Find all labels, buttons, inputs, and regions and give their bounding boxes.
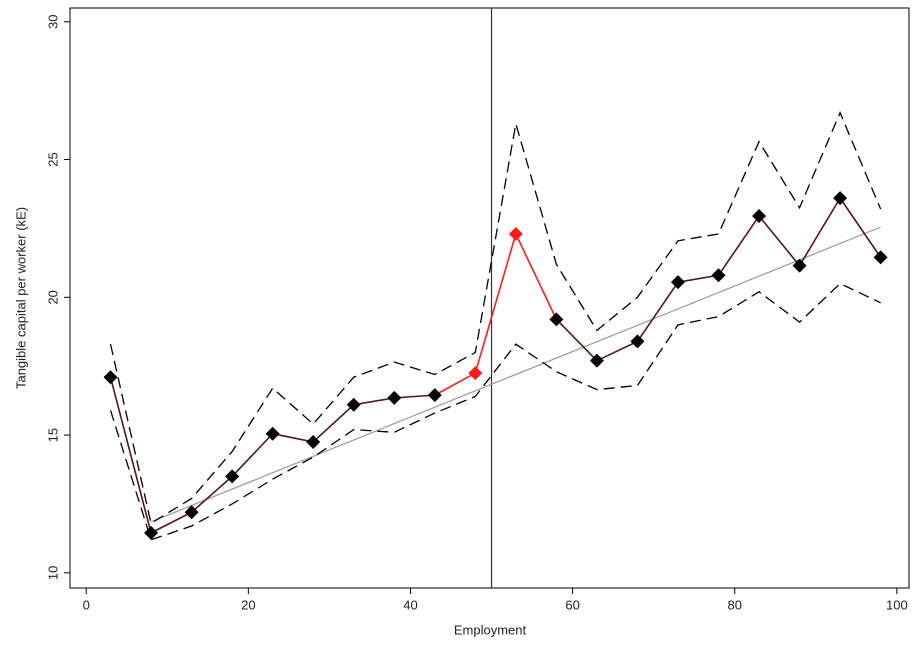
mean-segment (312, 404, 355, 443)
mean-marker (549, 312, 564, 327)
mean-segment (231, 433, 274, 477)
y-tick-label: 30 (45, 15, 60, 29)
mean-marker (468, 366, 483, 381)
mean-segment (394, 394, 435, 399)
mean-segment (150, 511, 192, 534)
y-tick-label: 15 (45, 428, 60, 442)
mean-segment (353, 397, 395, 406)
mean-marker (265, 426, 280, 441)
fit-line (150, 226, 881, 523)
mean-marker (589, 353, 604, 368)
y-axis-label: Tangible capital per worker (kE) (13, 207, 28, 389)
x-tick-label: 0 (83, 597, 90, 612)
plot-frame (69, 7, 910, 589)
y-tick-label: 10 (45, 566, 60, 580)
x-tick-label: 40 (403, 597, 417, 612)
mean-marker (225, 469, 240, 484)
mean-segment (798, 197, 841, 267)
mean-segment (717, 215, 760, 276)
mean-marker (508, 226, 523, 241)
mean-segment (555, 318, 598, 362)
mean-marker (873, 250, 888, 265)
mean-marker (103, 370, 118, 385)
x-tick-label: 20 (241, 597, 255, 612)
mean-marker (387, 390, 402, 405)
mean-marker (184, 505, 199, 520)
lower-ci-line (109, 282, 881, 541)
mean-marker (792, 258, 807, 273)
mean-marker (833, 191, 848, 206)
upper-ci-line (109, 111, 882, 525)
mean-segment (677, 274, 719, 283)
mean-marker (711, 268, 726, 283)
y-tick-label: 25 (45, 152, 60, 166)
mean-segment (191, 475, 233, 513)
mean-segment (636, 281, 679, 342)
mean-marker (752, 209, 767, 224)
mean-segment (109, 377, 152, 534)
mean-marker (670, 275, 685, 290)
mean-marker (630, 334, 645, 349)
mean-marker (346, 397, 361, 412)
x-tick-label: 80 (727, 597, 741, 612)
x-tick-label: 100 (886, 597, 908, 612)
mean-segment (434, 372, 476, 396)
mean-marker (427, 388, 442, 403)
mean-segment (839, 197, 882, 258)
x-tick-label: 60 (565, 597, 579, 612)
x-axis-label: Employment (454, 622, 527, 637)
mean-marker (306, 434, 321, 449)
mean-segment (758, 215, 801, 267)
mean-marker (144, 525, 159, 540)
mean-segment (474, 233, 517, 374)
y-tick-label: 20 (45, 290, 60, 304)
mean-segment (515, 233, 558, 320)
mean-segment (272, 432, 314, 443)
mean-segment (596, 340, 638, 362)
